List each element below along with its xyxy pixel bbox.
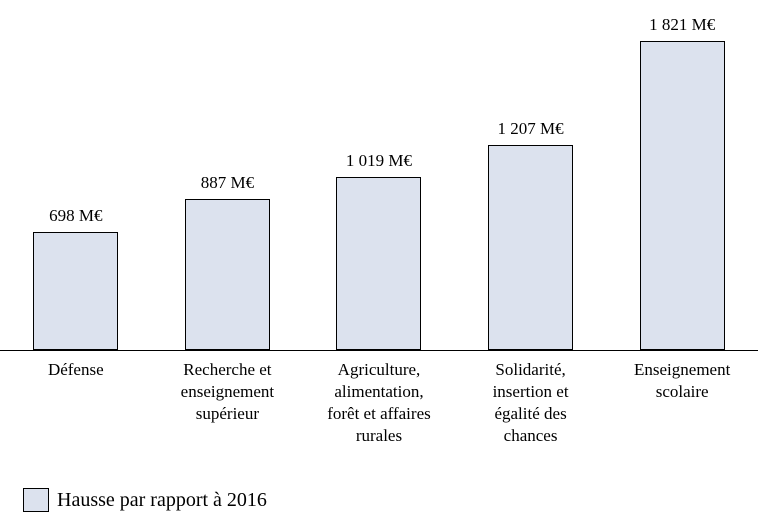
bar-group-recherche: 887 M€	[152, 0, 304, 350]
bar-group-agriculture: 1 019 M€	[303, 0, 455, 350]
x-axis-label-enseignement: Enseignement scolaire	[634, 360, 731, 401]
plot-area: 698 M€ 887 M€ 1 019 M€ 1 207 M€ 1 821 M€	[0, 0, 758, 351]
bar-value-label: 1 207 M€	[497, 119, 564, 138]
legend-swatch	[23, 488, 49, 512]
legend: Hausse par rapport à 2016	[23, 487, 267, 513]
legend-label: Hausse par rapport à 2016	[57, 489, 267, 511]
bar-defense	[33, 232, 119, 350]
bar-value-label: 1 019 M€	[345, 151, 413, 170]
bar-recherche	[184, 199, 270, 350]
bar-value-label: 887 M€	[200, 173, 255, 192]
x-axis-label-solidarite: Solidarité, insertion et égalité des cha…	[492, 360, 569, 445]
x-axis-label-agriculture: Agriculture, alimentation, forêt et affa…	[327, 360, 431, 445]
bar-solidarite	[488, 145, 574, 350]
bar-enseignement	[639, 41, 725, 350]
x-axis-label-defense: Défense	[47, 360, 104, 379]
bar-group-enseignement: 1 821 M€	[606, 0, 758, 350]
x-axis: Défense Recherche et enseignement supéri…	[0, 351, 758, 447]
bar-agriculture	[336, 177, 422, 350]
x-axis-label-recherche: Recherche et enseignement supérieur	[180, 360, 275, 423]
bar-value-label: 698 M€	[49, 206, 103, 225]
bar-group-defense: 698 M€	[0, 0, 152, 350]
bar-value-label: 1 821 M€	[649, 15, 716, 34]
bar-group-solidarite: 1 207 M€	[455, 0, 607, 350]
